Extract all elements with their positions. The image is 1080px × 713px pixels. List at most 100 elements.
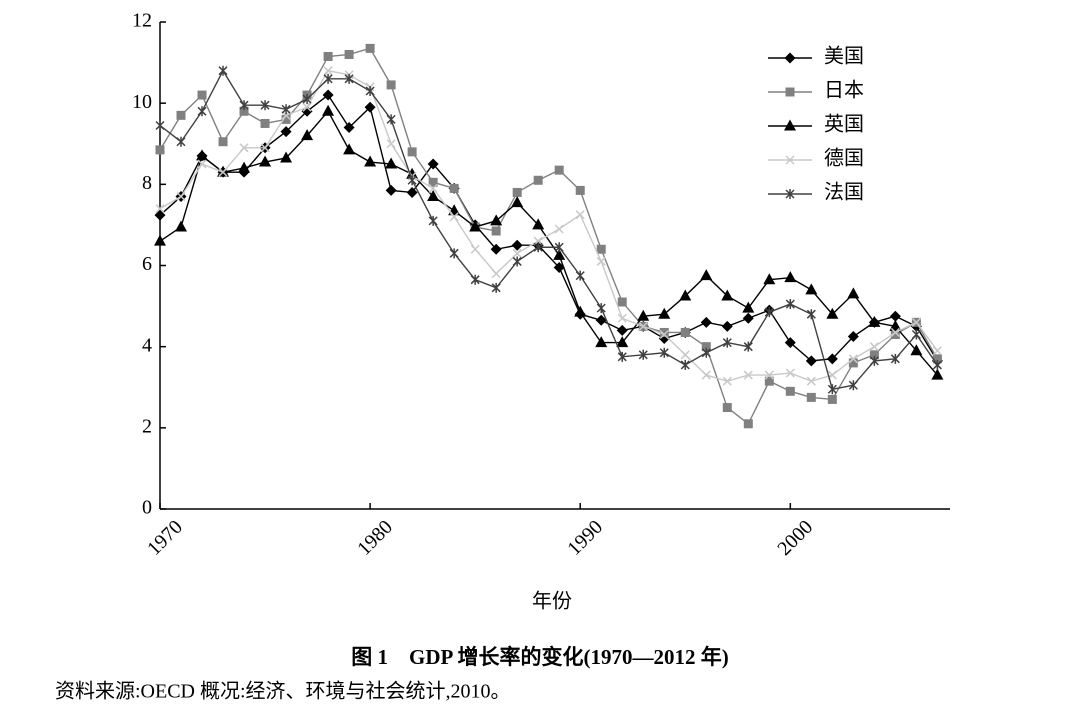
marker bbox=[617, 313, 627, 323]
marker bbox=[554, 242, 564, 253]
marker bbox=[658, 307, 671, 319]
marker bbox=[575, 210, 585, 220]
marker bbox=[449, 212, 459, 222]
marker bbox=[490, 243, 502, 255]
marker bbox=[616, 336, 629, 348]
marker bbox=[659, 347, 669, 358]
marker bbox=[889, 310, 901, 322]
marker bbox=[806, 309, 816, 320]
source-note: 资料来源:OECD 概况:经济、环境与社会统计,2010。 bbox=[55, 680, 511, 703]
marker bbox=[637, 309, 650, 321]
marker bbox=[323, 73, 333, 84]
series-line bbox=[159, 69, 938, 391]
marker bbox=[701, 370, 711, 380]
marker bbox=[323, 51, 333, 61]
marker bbox=[470, 274, 480, 285]
marker bbox=[721, 320, 733, 332]
marker bbox=[218, 167, 228, 177]
marker bbox=[701, 342, 711, 352]
marker bbox=[910, 344, 923, 356]
marker bbox=[659, 329, 669, 340]
marker bbox=[679, 289, 692, 301]
x-tick-label: 1980 bbox=[353, 516, 397, 560]
marker bbox=[218, 65, 228, 76]
marker bbox=[322, 104, 335, 116]
marker bbox=[742, 301, 755, 313]
series-line bbox=[159, 47, 939, 425]
marker bbox=[385, 157, 398, 169]
marker bbox=[638, 321, 648, 331]
marker bbox=[449, 183, 459, 193]
legend-label: 美国 bbox=[824, 45, 864, 68]
marker bbox=[449, 248, 459, 259]
marker bbox=[280, 151, 293, 163]
y-tick-label: 0 bbox=[142, 497, 152, 519]
series-line bbox=[159, 110, 938, 376]
marker bbox=[197, 90, 207, 100]
marker bbox=[574, 305, 587, 317]
marker bbox=[680, 327, 690, 337]
marker bbox=[175, 220, 188, 232]
marker bbox=[805, 355, 817, 367]
marker bbox=[322, 89, 334, 101]
marker bbox=[575, 185, 585, 195]
marker bbox=[700, 269, 713, 281]
marker bbox=[512, 256, 522, 267]
marker bbox=[575, 270, 585, 281]
marker bbox=[260, 100, 270, 111]
marker bbox=[869, 350, 879, 360]
marker bbox=[742, 312, 754, 324]
marker bbox=[364, 101, 376, 113]
marker bbox=[343, 122, 355, 134]
marker bbox=[301, 129, 314, 141]
marker bbox=[533, 242, 543, 253]
marker bbox=[721, 289, 734, 301]
marker bbox=[554, 165, 564, 175]
marker bbox=[365, 43, 375, 53]
y-tick-label: 4 bbox=[142, 334, 152, 356]
marker bbox=[343, 143, 356, 155]
marker bbox=[176, 191, 186, 202]
marker bbox=[826, 353, 838, 365]
chart-title: 图 1 GDP 增长率的变化(1970—2012 年) bbox=[351, 645, 728, 669]
legend-label: 英国 bbox=[824, 113, 864, 136]
marker bbox=[638, 349, 648, 360]
marker bbox=[239, 143, 249, 153]
marker bbox=[260, 118, 270, 128]
marker bbox=[848, 358, 858, 368]
marker bbox=[806, 376, 816, 386]
y-tick-label: 2 bbox=[142, 415, 152, 437]
marker bbox=[785, 386, 795, 396]
marker bbox=[554, 224, 564, 234]
series-line bbox=[159, 69, 938, 382]
marker bbox=[911, 329, 921, 340]
marker bbox=[197, 106, 207, 117]
legend-label: 法国 bbox=[824, 181, 864, 204]
marker bbox=[785, 189, 795, 199]
marker bbox=[385, 184, 397, 196]
marker bbox=[890, 353, 900, 364]
legend-label: 日本 bbox=[824, 79, 864, 102]
marker bbox=[890, 329, 900, 339]
marker bbox=[764, 307, 774, 318]
marker bbox=[805, 283, 818, 295]
marker bbox=[511, 196, 524, 208]
marker bbox=[469, 220, 482, 232]
marker bbox=[847, 287, 860, 299]
marker bbox=[302, 102, 312, 112]
marker bbox=[406, 186, 418, 198]
x-tick-label: 1990 bbox=[563, 516, 607, 560]
marker bbox=[155, 204, 165, 214]
marker bbox=[763, 273, 776, 285]
marker bbox=[869, 355, 879, 366]
marker bbox=[784, 271, 797, 283]
marker bbox=[239, 106, 249, 116]
marker bbox=[617, 297, 627, 307]
x-tick-label: 1970 bbox=[143, 516, 187, 560]
marker bbox=[700, 316, 712, 328]
marker bbox=[680, 350, 690, 360]
marker bbox=[281, 104, 291, 115]
marker bbox=[386, 139, 396, 149]
marker bbox=[659, 327, 669, 337]
